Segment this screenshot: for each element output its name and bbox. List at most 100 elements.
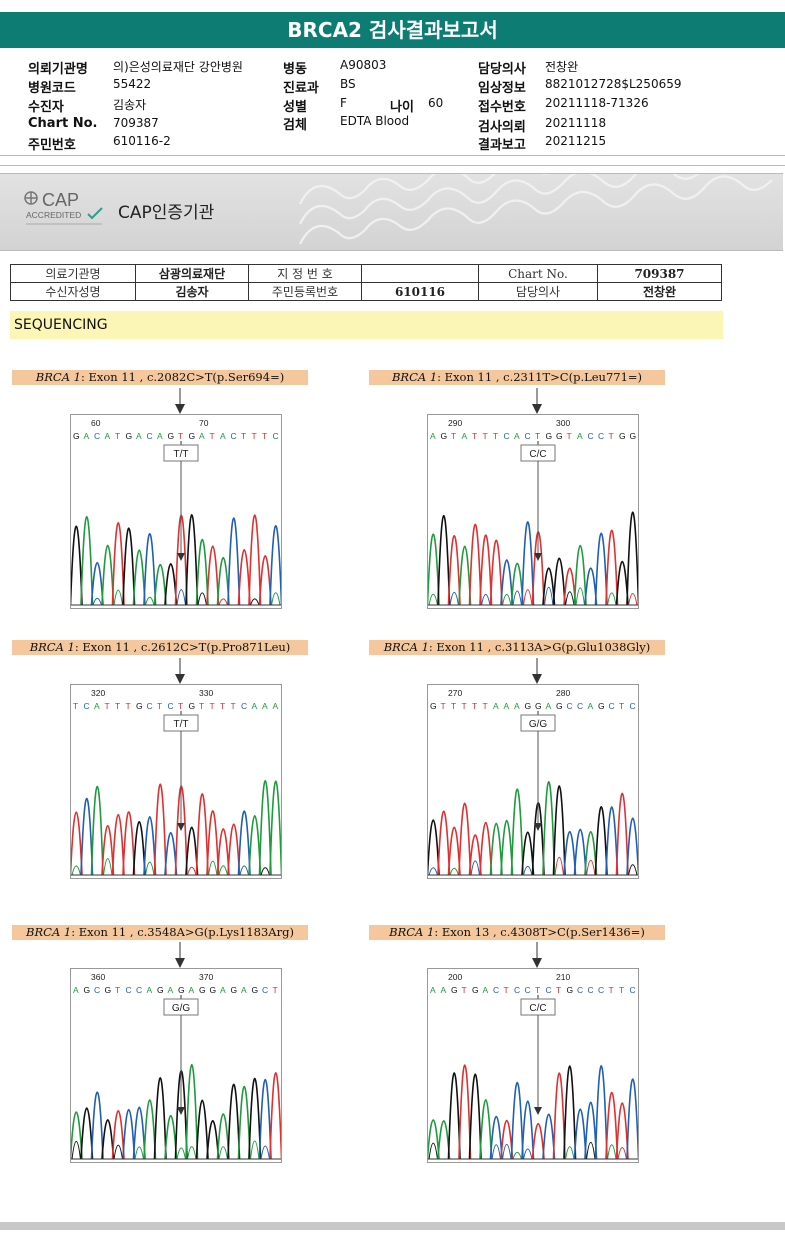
base-call: G [556,431,563,441]
base-call: A [483,985,489,995]
trace-peak [523,1148,533,1160]
trace-peak [458,802,472,876]
trace-peak [90,562,104,606]
variant-label: BRCA 1: Exon 11 , c.2311T>C(p.Leu771=) [369,370,665,385]
base-call: T [199,701,204,711]
arrow-down-icon [177,553,185,561]
trace-peak [132,1106,146,1160]
trace-peak [122,527,136,606]
base-call: G [598,701,605,711]
table-row: 의료기관명 삼광의료재단 지 정 번 호 Chart No. 709387 [10,264,722,283]
trace-peak [626,1078,638,1160]
trace-peak [626,817,638,876]
base-call: C [630,701,636,711]
cap-banner: CAP ACCREDITED CAP인증기관 [0,173,783,251]
position-label: 320 [91,688,105,698]
base-call: A [514,431,520,441]
table-cell: 610116 [361,282,479,301]
trace-peak [565,1146,575,1160]
cap-logo: CAP ACCREDITED [22,190,112,234]
base-call: T [462,985,467,995]
gene-name: BRCA 1 [29,640,75,654]
trace-peak [554,856,564,876]
base-call: C [598,431,604,441]
chromatogram: 60 70G A C A T G A C A G T G A T A C T T T CT/T [71,418,281,606]
base-call: A [136,431,142,441]
base-call: T [609,431,614,441]
base-call: T [483,701,488,711]
trace-peak [185,513,199,606]
trace-peak [164,563,178,606]
trace-peak [164,1115,178,1160]
base-call: A [273,701,279,711]
base-call: G [619,431,626,441]
position-label: 60 [91,418,101,428]
table-cell: 담당의사 [478,282,598,301]
trace-peak [447,534,461,606]
genotype-label: T/T [174,719,189,730]
patient-label: 수진자 [28,100,64,115]
base-call: T [472,701,477,711]
institution-value: 의)은성의료재단 강안병원 [113,60,243,74]
trace-peak [552,1072,566,1160]
base-call: T [178,431,183,441]
table-cell: 의료기관명 [10,264,136,283]
trace-peak [269,525,281,606]
base-call: C [168,701,174,711]
base-call: T [231,701,236,711]
cap-logo-text: CAP [42,190,79,210]
trace-peak [90,1091,104,1160]
base-call: T [609,985,614,995]
genotype-label: T/T [174,449,189,460]
table-cell: 주민등록번호 [248,282,362,301]
base-call: G [178,985,185,995]
trace-peak [206,1120,220,1160]
genotype-label: C/C [529,449,546,460]
base-call: G [441,431,448,441]
request-date-label: 검사의뢰 [478,120,526,135]
wave-pattern [299,174,773,245]
trace-peak [428,593,438,606]
base-call: C [231,431,237,441]
receipt-no-label: 접수번호 [478,100,526,115]
base-call: G [252,985,259,995]
trace-peak [575,587,585,606]
trace-peak [468,1073,482,1160]
trace-peak [510,788,524,876]
trace-peak [260,1145,270,1160]
trace-peak [510,1082,524,1160]
base-call: A [430,431,436,441]
trace-peak [510,562,524,606]
position-label: 360 [91,972,105,982]
trace-peak [615,792,629,876]
base-call: T [567,431,572,441]
base-call: C [525,431,531,441]
position-label: 70 [199,418,209,428]
base-call: C [577,985,583,995]
trace-peak [143,1099,157,1160]
trace-peak [489,539,503,606]
base-call: A [504,701,510,711]
trace-peak [605,1091,619,1160]
position-label: 330 [199,688,213,698]
trace-peak [197,592,207,606]
base-call: A [73,985,79,995]
trace-peak [628,864,638,876]
trace-peak [143,816,157,876]
base-call: C [577,701,583,711]
variant-desc: : Exon 11 , c.2612C>T(p.Pro871Leu) [74,640,291,654]
base-call: C [493,985,499,995]
trace-peak [71,525,83,606]
base-call: G [535,701,542,711]
base-call: A [168,985,174,995]
base-call: T [220,701,225,711]
trace-peak [521,1100,535,1160]
trace-peak [103,858,113,876]
doctor-label: 담당의사 [478,62,526,77]
clinical-info-label: 임상정보 [478,81,526,96]
trace-peak [542,567,556,606]
trace-peak [260,867,270,876]
